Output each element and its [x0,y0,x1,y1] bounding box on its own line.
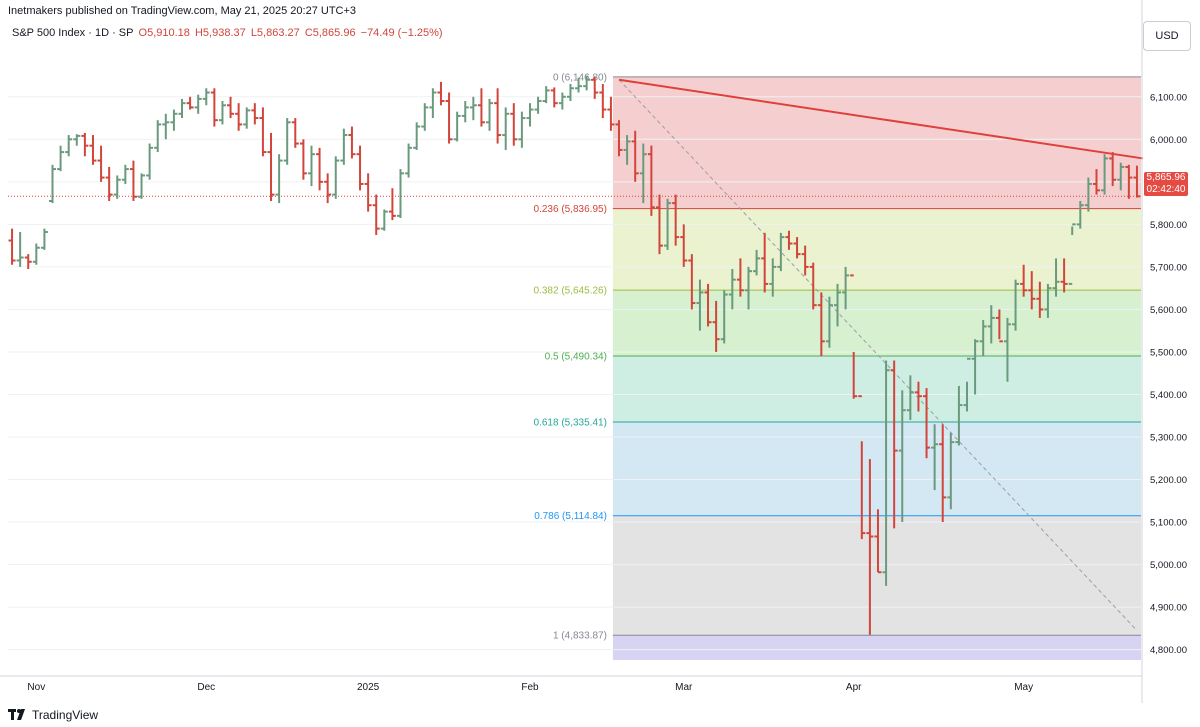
last-price-tag: 5,865.96 02:42:40 [1144,172,1188,196]
fib-level-label: 0.786 (5,114.84) [534,511,607,522]
high-value: H5,938.37 [194,27,246,39]
tradingview-logo-icon [8,709,25,720]
price-axis-label: 5,500.00 [1150,347,1187,358]
fib-level-label: 0.236 (5,836.95) [534,204,607,215]
fib-level-label: 0.382 (5,645.26) [534,286,607,297]
publisher-text: Inetmakers published on TradingView.com,… [8,5,357,17]
tradingview-logo[interactable]: TradingView [8,708,98,722]
change-value: −74.49 (−1.25%) [360,27,443,39]
last-price-value: 5,865.96 [1146,172,1186,183]
price-axis-label: 5,400.00 [1150,390,1187,401]
time-axis-label: Nov [27,682,45,693]
symbol-name[interactable]: S&P 500 Index · 1D · SP [12,27,134,39]
price-axis-label: 4,800.00 [1150,645,1187,656]
tradingview-brand: TradingView [32,708,99,722]
fib-zone [612,76,1141,209]
time-axis-label: Mar [675,682,693,693]
price-axis-label: 5,800.00 [1150,220,1187,231]
fib-level-label: 0.5 (5,490.34) [545,352,607,363]
low-value: L5,863.27 [250,27,300,39]
fib-level-label: 0 (6,146.80) [553,72,607,83]
price-axis-label: 4,900.00 [1150,603,1187,614]
fib-level-label: 0.618 (5,335.41) [534,417,607,428]
open-value: O5,910.18 [138,27,190,39]
fib-trend-dashed-line [618,79,1138,631]
time-axis-label: May [1014,682,1033,693]
close-value: C5,865.96 [304,27,356,39]
price-axis-label: 6,000.00 [1150,135,1187,146]
price-axis-label: 5,100.00 [1150,518,1187,529]
time-axis-label: Feb [521,682,539,693]
top-bar: Inetmakers published on TradingView.com,… [0,0,1200,22]
fib-level-label: 1 (4,833.87) [553,631,607,642]
time-axis-label: 2025 [357,682,380,693]
fib-zone [612,208,1141,291]
chart-canvas[interactable]: 0 (6,146.80) 0.236 (5,836.95) 0.382 (5,645… [0,0,1200,703]
fib-zone [612,421,1141,516]
bar-countdown: 02:42:40 [1146,184,1186,195]
price-axis-label: 5,300.00 [1150,432,1187,443]
price-axis-label: 5,000.00 [1150,560,1187,571]
resistance-trendline [618,78,1144,160]
currency-button[interactable]: USD [1143,21,1191,51]
fib-zone [612,515,1141,636]
time-axis-label: Apr [846,682,862,693]
time-axis-label: Dec [197,682,215,693]
fib-zone [612,635,1141,660]
fib-zone [612,356,1141,422]
price-axis-label: 6,100.00 [1150,92,1187,103]
price-axis-label: 5,600.00 [1150,305,1187,316]
symbol-legend[interactable]: S&P 500 Index · 1D · SP O5,910.18 H5,938… [12,27,445,39]
footer: TradingView [0,703,1200,727]
price-axis-label: 5,700.00 [1150,262,1187,273]
price-axis-label: 5,200.00 [1150,475,1187,486]
